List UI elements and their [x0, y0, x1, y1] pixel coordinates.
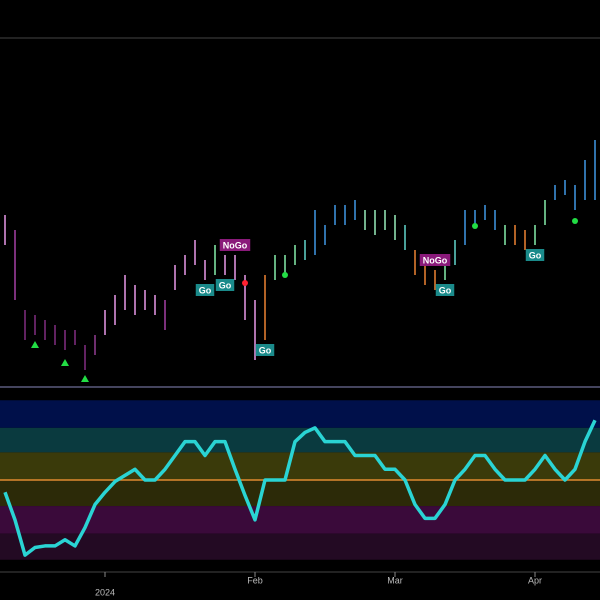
osc-band [0, 400, 600, 428]
annotation-label: NoGo [223, 240, 248, 250]
osc-band [0, 480, 600, 507]
x-tick-label: Feb [247, 575, 263, 585]
annotation-box [215, 279, 235, 291]
signal-dot [242, 280, 248, 286]
x-tick-label: 2024 [95, 587, 115, 597]
annotation-box [255, 344, 275, 356]
signal-dot [472, 223, 478, 229]
annotation-box [435, 284, 455, 296]
signal-dot [572, 218, 578, 224]
annotation-label: Go [199, 285, 212, 295]
osc-band [0, 452, 600, 480]
annotation-box [219, 239, 251, 251]
x-tick-label: Mar [387, 575, 403, 585]
x-tick-label: Apr [528, 575, 542, 585]
annotation-label: NoGo [423, 255, 448, 265]
signal-triangle [31, 341, 39, 348]
annotation-box [195, 284, 215, 296]
annotation-label: Go [529, 250, 542, 260]
annotation-box [419, 254, 451, 266]
signal-triangle [81, 375, 89, 382]
signal-dot [282, 272, 288, 278]
signal-triangle [61, 359, 69, 366]
annotation-box [525, 249, 545, 261]
osc-band [0, 427, 600, 453]
osc-band [0, 533, 600, 560]
annotation-label: Go [439, 285, 452, 295]
annotation-label: Go [259, 345, 272, 355]
osc-band [0, 506, 600, 534]
oscillator-line [3, 419, 597, 557]
annotation-label: Go [219, 280, 232, 290]
